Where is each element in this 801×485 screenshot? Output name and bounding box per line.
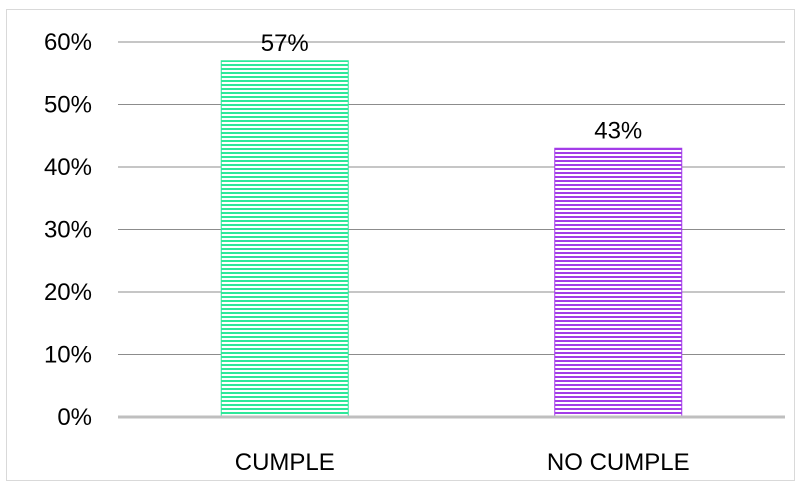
data-label: 43% — [594, 117, 642, 144]
labels: 57% CUMPLE 43% NO CUMPLE — [235, 30, 690, 476]
bar-no-cumple — [554, 147, 683, 418]
x-tick-label: CUMPLE — [235, 449, 335, 476]
y-tick-label: 40% — [44, 154, 92, 181]
y-tick-label: 30% — [44, 217, 92, 244]
y-axis-ticks: 0% 10% 20% 30% 40% 50% 60% — [44, 29, 92, 431]
gridlines — [118, 41, 785, 355]
y-tick-label: 10% — [44, 342, 92, 369]
bar-cumple — [220, 60, 349, 418]
bars — [220, 60, 683, 418]
y-tick-label: 60% — [44, 29, 92, 56]
x-tick-label: NO CUMPLE — [547, 449, 690, 476]
y-tick-label: 20% — [44, 279, 92, 306]
y-tick-label: 50% — [44, 92, 92, 119]
y-tick-label: 0% — [57, 404, 92, 431]
data-label: 57% — [261, 30, 309, 57]
